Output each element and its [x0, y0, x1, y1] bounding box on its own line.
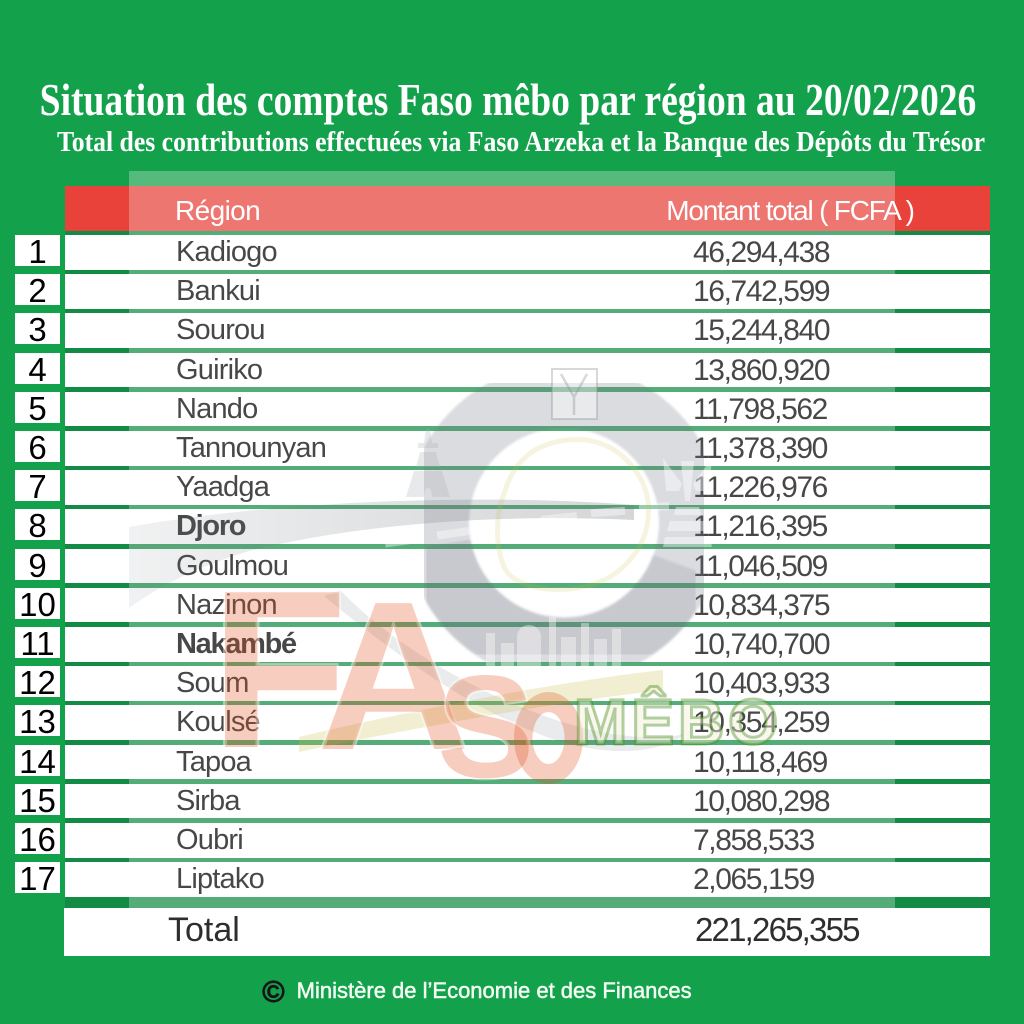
svg-text:S: S [437, 645, 534, 808]
svg-text:MÊBO: MÊBO [574, 685, 782, 758]
svg-text:A: A [317, 557, 470, 794]
svg-text:F: F [210, 543, 347, 795]
